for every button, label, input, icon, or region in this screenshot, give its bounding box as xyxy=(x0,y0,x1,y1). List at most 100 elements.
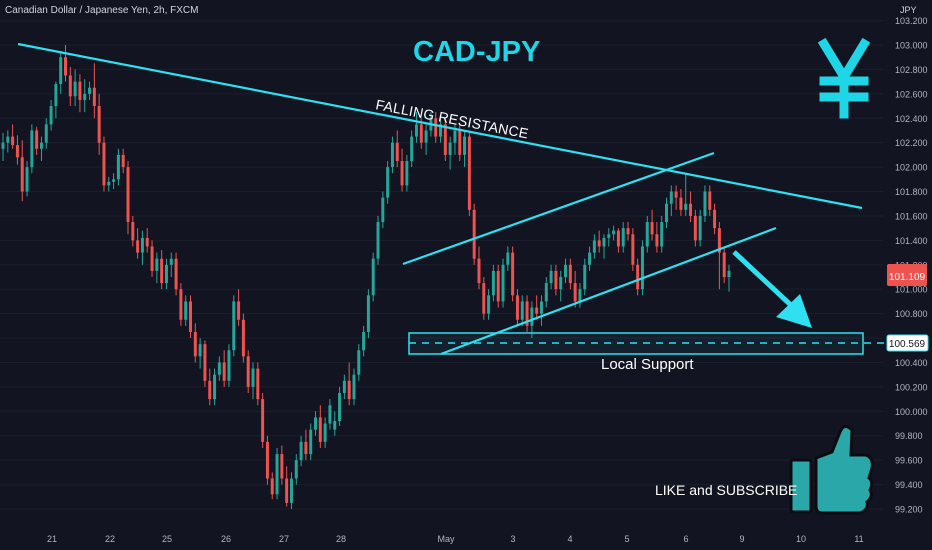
candle xyxy=(636,258,640,296)
candle xyxy=(256,362,260,406)
candle-body xyxy=(241,319,245,357)
candle-body xyxy=(597,240,601,247)
candle-body xyxy=(6,136,10,143)
candle xyxy=(506,246,510,271)
candle xyxy=(88,81,92,100)
candle-body xyxy=(294,460,298,479)
candle-body xyxy=(49,106,53,125)
channel-upper-line[interactable] xyxy=(402,151,715,266)
x-tick-label: 28 xyxy=(336,534,346,544)
candle-body xyxy=(20,157,24,192)
candle-body xyxy=(703,191,707,216)
candle-body xyxy=(376,222,380,259)
candle xyxy=(616,228,620,253)
y-tick-label: 101.800 xyxy=(895,187,928,197)
candle xyxy=(338,386,342,426)
candle-body xyxy=(727,270,731,277)
candle-body xyxy=(265,441,269,479)
candle xyxy=(674,185,678,210)
candle-body xyxy=(116,154,120,180)
y-tick-label: 103.000 xyxy=(895,41,928,51)
candle xyxy=(265,435,269,485)
candle xyxy=(131,215,135,247)
candle xyxy=(602,234,606,259)
candle xyxy=(717,222,721,290)
candle-body xyxy=(390,142,394,168)
forecast-arrow-head xyxy=(776,294,812,328)
main-title: CAD-JPY xyxy=(413,36,541,68)
candle-body xyxy=(453,130,457,143)
y-tick-label: 102.400 xyxy=(895,114,928,124)
candle xyxy=(333,411,337,436)
falling-resistance-line[interactable] xyxy=(17,42,863,210)
candle-body xyxy=(362,331,366,351)
y-tick-label: 99.200 xyxy=(895,505,923,515)
candle xyxy=(448,136,452,170)
candle-body xyxy=(25,167,29,192)
candle xyxy=(713,203,717,235)
candle xyxy=(203,340,207,387)
candle-body xyxy=(338,393,342,422)
candle xyxy=(376,215,380,265)
candle-body xyxy=(179,289,183,320)
candle-body xyxy=(665,203,668,223)
candle xyxy=(525,295,529,332)
candle xyxy=(78,74,82,113)
svg-text:100.569: 100.569 xyxy=(889,339,926,350)
candle-body xyxy=(491,270,495,296)
candle-body xyxy=(511,252,515,296)
candle-body xyxy=(515,295,519,320)
candle-body xyxy=(439,124,443,137)
candle xyxy=(539,295,543,326)
candle-body xyxy=(246,356,250,387)
candle xyxy=(578,283,582,308)
candle-body xyxy=(174,258,178,290)
candle-body xyxy=(578,289,582,302)
x-tick-label: 21 xyxy=(47,534,57,544)
candle-body xyxy=(112,179,116,182)
candle-body xyxy=(612,230,616,235)
candle xyxy=(20,140,24,202)
candle xyxy=(213,368,217,406)
candle xyxy=(564,258,568,284)
forecast-arrow-shaft[interactable] xyxy=(732,250,796,310)
candle-body xyxy=(222,362,226,381)
candle xyxy=(501,258,505,308)
time-axis[interactable]: 21 22 25 26 27 28 May 3 4 5 6 9 10 11 xyxy=(47,534,864,544)
candle-body xyxy=(184,301,188,320)
candle-body xyxy=(64,57,67,76)
candle-body xyxy=(92,87,96,107)
yen-sign-icon xyxy=(817,37,871,119)
candle-body xyxy=(636,264,640,290)
candle xyxy=(232,295,236,357)
candle xyxy=(496,264,500,308)
candle-body xyxy=(256,368,260,400)
candle xyxy=(592,234,596,259)
candle xyxy=(559,270,563,302)
candle-body xyxy=(602,237,606,247)
candle-body xyxy=(631,234,635,265)
candle-body xyxy=(607,234,611,238)
candle-body xyxy=(539,301,543,314)
candle xyxy=(280,445,284,485)
candle-body xyxy=(160,258,164,284)
candle xyxy=(116,148,120,186)
candle-body xyxy=(386,167,390,198)
candle-body xyxy=(54,84,58,107)
candle-body xyxy=(289,478,293,503)
candle xyxy=(607,228,611,247)
candle xyxy=(631,228,635,271)
candle-body xyxy=(414,124,418,137)
candle xyxy=(390,136,394,174)
candle xyxy=(544,277,548,308)
candle-body xyxy=(530,307,534,326)
candle-body xyxy=(323,423,327,442)
candle xyxy=(261,393,265,448)
candle xyxy=(184,295,188,326)
candle xyxy=(549,264,553,290)
candle xyxy=(366,289,370,339)
candle-body xyxy=(549,270,553,284)
candle xyxy=(73,69,77,107)
